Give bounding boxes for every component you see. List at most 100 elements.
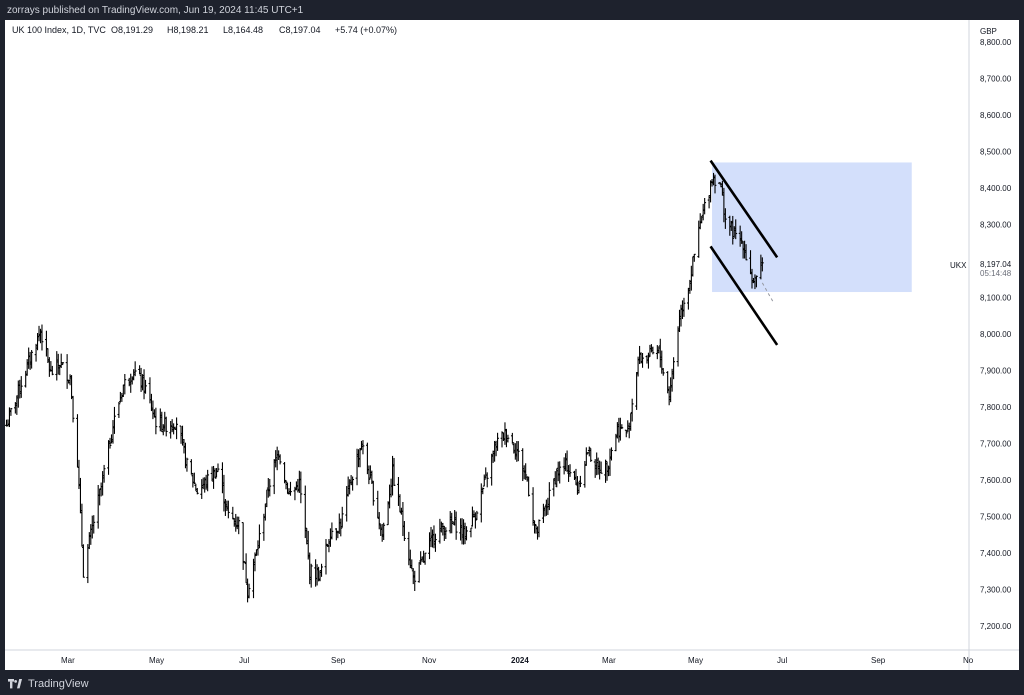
ohlc-bar bbox=[113, 406, 116, 434]
target-zone-box[interactable] bbox=[712, 162, 912, 293]
tradingview-wordmark: TradingView bbox=[28, 678, 89, 690]
legend-low: L8,164.48 bbox=[223, 25, 263, 35]
ohlc-bar bbox=[339, 518, 343, 537]
ohlc-bar bbox=[284, 480, 288, 490]
ohlc-bar bbox=[258, 524, 261, 549]
price-axis[interactable]: GBP 8,800.00 8,700.00 8,600.00 8,500.00 8,40… bbox=[950, 27, 1012, 631]
ohlc-bar bbox=[718, 182, 721, 184]
ohlc-bar bbox=[154, 407, 158, 435]
tradingview-brand[interactable]: TradingView bbox=[8, 678, 89, 690]
time-axis[interactable]: Mar May Jul Sep Nov 2024 Mar May Jul Sep No bbox=[61, 656, 974, 665]
ohlc-bar bbox=[620, 424, 624, 430]
time-axis-label: Mar bbox=[602, 656, 616, 665]
ohlc-bar bbox=[61, 362, 65, 366]
channel-lower-line[interactable] bbox=[709, 245, 779, 346]
ohlc-bar bbox=[744, 244, 748, 261]
chart-background bbox=[5, 20, 1019, 670]
price-tick-label: 7,200.00 bbox=[980, 622, 1012, 631]
ohlc-bar bbox=[587, 446, 591, 457]
legend-high: H8,198.21 bbox=[167, 25, 209, 35]
ohlc-bar bbox=[9, 407, 13, 416]
time-axis-label: Sep bbox=[871, 656, 886, 665]
ohlc-bar bbox=[482, 474, 486, 487]
price-tick-label: 7,300.00 bbox=[980, 586, 1012, 595]
ohlc-bar bbox=[50, 365, 54, 376]
price-tick-label: 8,700.00 bbox=[980, 75, 1012, 84]
price-tick-label: 8,000.00 bbox=[980, 330, 1012, 339]
ohlc-bar bbox=[624, 429, 628, 438]
ohlc-bar bbox=[117, 401, 121, 419]
ohlc-bar bbox=[192, 472, 196, 485]
ohlc-bar bbox=[589, 448, 593, 462]
ohlc-bar bbox=[237, 516, 241, 535]
ohlc-bar bbox=[108, 437, 112, 449]
ohlc-bar bbox=[651, 346, 655, 355]
price-tick-label: 8,600.00 bbox=[980, 111, 1012, 120]
ohlc-bar bbox=[568, 464, 572, 477]
ohlc-bar bbox=[703, 197, 707, 215]
ohlc-bar bbox=[382, 522, 386, 541]
ohlc-bar bbox=[330, 522, 334, 540]
ohlc-bar bbox=[256, 540, 260, 556]
ohlc-bar bbox=[392, 457, 396, 486]
bar-countdown: 05:14:48 bbox=[980, 269, 1012, 278]
price-tick-label: 7,400.00 bbox=[980, 549, 1012, 558]
channel-upper-line[interactable] bbox=[709, 159, 779, 259]
ohlc-bar bbox=[71, 395, 75, 423]
ohlc-bar bbox=[402, 521, 406, 542]
ohlc-bar bbox=[610, 447, 613, 461]
legend-change: +5.74 (+0.07%) bbox=[335, 25, 397, 35]
time-axis-label: May bbox=[149, 656, 164, 665]
ohlc-bar bbox=[731, 215, 735, 245]
ohlc-bar bbox=[584, 447, 588, 466]
ohlc-bar bbox=[444, 527, 448, 540]
ohlc-bar bbox=[351, 476, 355, 491]
ohlc-bar bbox=[309, 563, 313, 588]
ohlc-bar bbox=[641, 352, 644, 368]
price-tick-label: 8,800.00 bbox=[980, 38, 1012, 47]
ohlc-bar bbox=[524, 463, 528, 480]
price-tick-label: 7,600.00 bbox=[980, 476, 1012, 485]
ohlc-bar bbox=[299, 471, 303, 504]
ohlc-bar bbox=[547, 482, 551, 511]
ohlc-bar bbox=[175, 417, 178, 440]
chart-svg[interactable]: UK 100 Index, 1D, TVC O8,191.29 H8,198.2… bbox=[5, 20, 1019, 670]
ohlc-bar bbox=[537, 519, 541, 538]
ohlc-bar bbox=[144, 379, 147, 394]
ohlc-bar bbox=[755, 275, 758, 288]
ohlc-bar bbox=[358, 447, 362, 468]
time-axis-label: Sep bbox=[331, 656, 346, 665]
ohlc-bar bbox=[527, 476, 531, 497]
ohlc-bar bbox=[195, 487, 199, 495]
price-tick-label: 7,900.00 bbox=[980, 367, 1012, 376]
ohlc-bar bbox=[320, 563, 323, 577]
ohlc-bar bbox=[496, 432, 499, 451]
ohlc-bar bbox=[371, 480, 375, 506]
ohlc-bar bbox=[247, 583, 251, 599]
ohlc-bar bbox=[469, 527, 473, 538]
ohlc-bar bbox=[485, 472, 489, 488]
ohlc-bar bbox=[361, 440, 365, 455]
symbol-tag: UKX bbox=[950, 261, 967, 270]
ohlc-bar bbox=[434, 533, 437, 552]
ohlc-bar bbox=[734, 219, 738, 240]
ohlc-bar bbox=[123, 374, 127, 395]
ohlc-bar bbox=[760, 257, 764, 272]
ohlc-bar bbox=[268, 478, 272, 497]
price-tick-label: 7,500.00 bbox=[980, 513, 1012, 522]
price-tick-label: 8,300.00 bbox=[980, 221, 1012, 230]
bottom-bar: TradingView bbox=[0, 674, 1024, 695]
ohlc-bar bbox=[226, 500, 230, 519]
ohlc-bar bbox=[630, 398, 634, 422]
chart-frame[interactable]: UK 100 Index, 1D, TVC O8,191.29 H8,198.2… bbox=[5, 20, 1019, 670]
ohlc-bar bbox=[481, 487, 485, 495]
top-bar: zorrays published on TradingView.com, Ju… bbox=[0, 0, 1024, 20]
price-axis-currency: GBP bbox=[980, 27, 997, 36]
time-axis-label: Jul bbox=[239, 656, 249, 665]
ohlc-bar bbox=[692, 253, 696, 262]
time-axis-label: May bbox=[688, 656, 703, 665]
legend-symbol: UK 100 Index, 1D, TVC bbox=[12, 25, 106, 35]
ohlc-bar bbox=[723, 208, 727, 229]
ohlc-bar bbox=[558, 461, 562, 484]
legend: UK 100 Index, 1D, TVC O8,191.29 H8,198.2… bbox=[12, 25, 397, 35]
